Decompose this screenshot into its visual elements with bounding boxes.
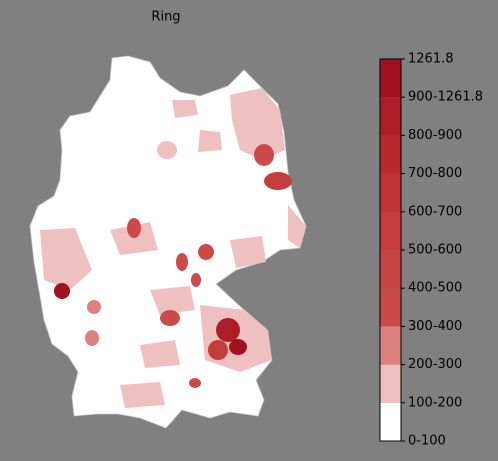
- region: [198, 244, 214, 260]
- region: [208, 340, 228, 360]
- colorbar: 0-100 100-200 200-300 300-400 400-500 500-600…: [379, 52, 483, 449]
- regions: [40, 88, 306, 408]
- colorbar-segment: [380, 59, 401, 98]
- region: [127, 218, 141, 238]
- region: [176, 253, 188, 271]
- region: [191, 273, 201, 287]
- region: [254, 144, 274, 166]
- colorbar-segment: [380, 97, 401, 136]
- region: [230, 236, 266, 268]
- colorbar-label: 100-200: [408, 395, 462, 410]
- colorbar-label: 700-800: [408, 166, 462, 181]
- region: [54, 283, 70, 299]
- colorbar-segment: [380, 135, 401, 174]
- colorbar-label: 300-400: [408, 319, 462, 334]
- colorbar-label: 500-600: [408, 243, 462, 258]
- region: [264, 172, 292, 190]
- region: [87, 300, 101, 314]
- colorbar-segment: [380, 364, 401, 403]
- colorbar-segment: [380, 288, 401, 327]
- region: [172, 100, 198, 118]
- colorbar-label: 0-100: [408, 434, 446, 449]
- colorbar-segment: [380, 250, 401, 289]
- region: [230, 88, 285, 160]
- region: [189, 378, 201, 388]
- map-title: Ring: [151, 10, 180, 25]
- colorbar-label: 900-1261.8: [408, 90, 483, 105]
- colorbar-label: 200-300: [408, 357, 462, 372]
- colorbar-label: 800-900: [408, 128, 462, 143]
- region: [198, 130, 222, 152]
- colorbar-segment: [380, 211, 401, 250]
- region: [150, 286, 195, 315]
- colorbar-label: 1261.8: [408, 52, 454, 67]
- region: [288, 205, 306, 248]
- region: [140, 340, 180, 368]
- region: [85, 330, 99, 346]
- region: [216, 318, 240, 342]
- colorbar-segment: [380, 173, 401, 212]
- colorbar-segment: [380, 326, 401, 365]
- region: [229, 339, 247, 355]
- region: [120, 382, 165, 408]
- region: [157, 141, 177, 159]
- region: [160, 310, 180, 326]
- colorbar-label: 600-700: [408, 204, 462, 219]
- colorbar-label: 400-500: [408, 281, 462, 296]
- region: [40, 228, 92, 290]
- colorbar-segment: [380, 402, 401, 441]
- germany-map: [29, 55, 307, 429]
- region: [110, 222, 158, 255]
